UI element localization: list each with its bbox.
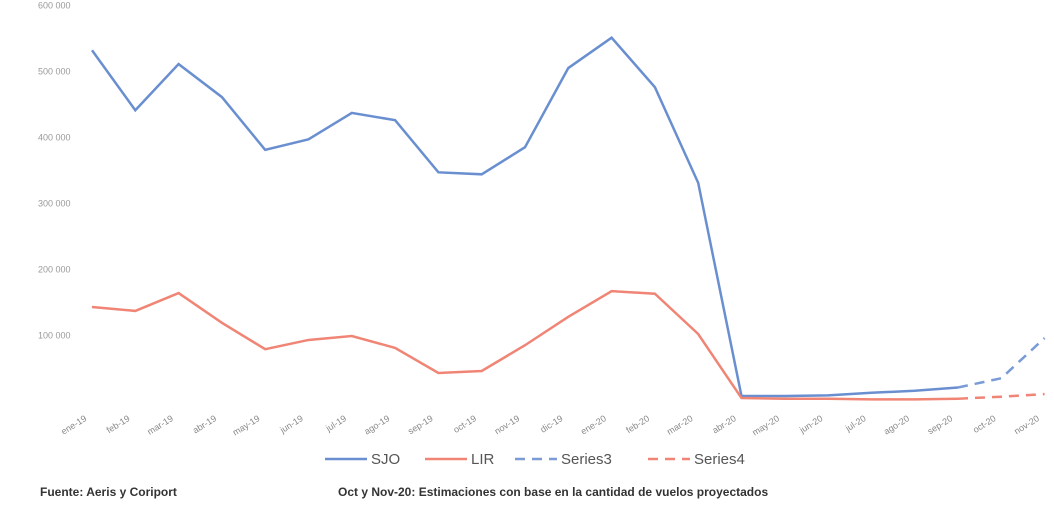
source-note: Fuente: Aeris y Coriport bbox=[40, 485, 177, 499]
x-tick-label: feb-19 bbox=[105, 413, 132, 435]
x-tick-label: nov-20 bbox=[1012, 413, 1041, 436]
series-line bbox=[957, 337, 1046, 389]
x-tick-label: abr-19 bbox=[191, 413, 218, 435]
x-tick-label: abr-20 bbox=[710, 413, 737, 435]
y-tick-label: 400 000 bbox=[38, 132, 71, 142]
y-tick-label: 200 000 bbox=[38, 264, 71, 274]
x-tick-label: oct-20 bbox=[971, 413, 998, 435]
y-tick-label: 300 000 bbox=[38, 198, 71, 208]
x-tick-label: ago-20 bbox=[882, 413, 911, 436]
series-line bbox=[91, 289, 959, 401]
legend-item: LIR bbox=[425, 451, 495, 468]
x-tick-label: jul-19 bbox=[323, 413, 348, 434]
estimate-note: Oct y Nov-20: Estimaciones con base en l… bbox=[338, 485, 768, 499]
x-tick-label: may-19 bbox=[231, 413, 262, 437]
x-tick-label: jun-20 bbox=[797, 413, 824, 435]
x-tick-label: jul-20 bbox=[843, 413, 868, 434]
x-tick-label: mar-20 bbox=[665, 413, 694, 437]
x-tick-label: may-20 bbox=[750, 413, 781, 437]
x-tick-label: sep-19 bbox=[406, 413, 435, 436]
x-tick-label: ago-19 bbox=[362, 413, 391, 436]
legend-item: SJO bbox=[325, 451, 400, 468]
x-tick-label: nov-19 bbox=[493, 413, 522, 436]
x-tick-label: feb-20 bbox=[624, 413, 651, 435]
y-tick-label: 100 000 bbox=[38, 330, 71, 340]
legend-item: Series3 bbox=[515, 451, 612, 468]
x-tick-label: mar-19 bbox=[145, 413, 174, 437]
y-tick-label: 500 000 bbox=[38, 66, 71, 76]
legend-label: Series3 bbox=[561, 451, 612, 468]
legend-label: LIR bbox=[471, 451, 495, 468]
legend-label: Series4 bbox=[694, 451, 745, 468]
series-line bbox=[957, 392, 1045, 400]
y-tick-label: 600 000 bbox=[38, 0, 71, 10]
x-tick-label: ene-19 bbox=[59, 413, 88, 436]
legend-item: Series4 bbox=[648, 451, 745, 468]
x-tick-label: sep-20 bbox=[926, 413, 955, 436]
x-tick-label: dic-19 bbox=[539, 413, 565, 434]
x-tick-label: oct-19 bbox=[452, 413, 479, 435]
series-line bbox=[90, 36, 959, 398]
legend-label: SJO bbox=[371, 451, 400, 468]
x-tick-label: ene-20 bbox=[579, 413, 608, 436]
x-tick-label: jun-19 bbox=[277, 413, 304, 435]
